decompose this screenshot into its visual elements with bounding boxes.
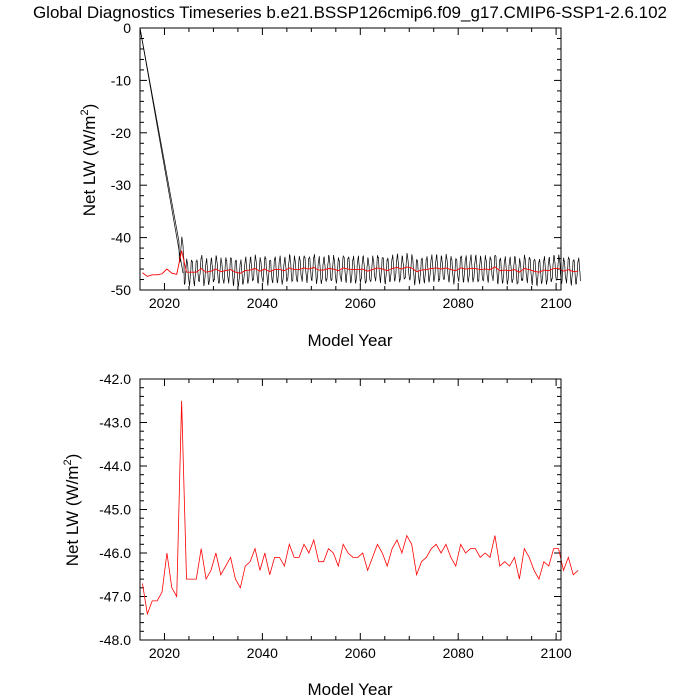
bottom-y-axis-label-sup: 2 — [62, 459, 74, 465]
top-x-tick-label: 2080 — [443, 295, 474, 311]
bottom-annual-mean-line — [142, 400, 579, 616]
top-y-axis-label-main: Net LW (W/m — [80, 116, 99, 217]
top-y-tick-label: -40 — [111, 230, 131, 246]
top-y-tick-label: -10 — [111, 72, 131, 88]
top-series-group — [139, 27, 581, 288]
top-spinup-line — [139, 27, 184, 274]
bottom-y-tick-label: -44.0 — [99, 458, 131, 474]
bottom-x-tick-label: 2020 — [149, 645, 180, 661]
bottom-y-tick-label: -48.0 — [99, 632, 131, 648]
top-y-tick-label: -20 — [111, 125, 131, 141]
bottom-x-axis-label: Model Year — [307, 680, 392, 699]
bottom-x-tick-label: 2100 — [541, 645, 572, 661]
bottom-x-tick-label: 2080 — [443, 645, 474, 661]
bottom-y-axis-label: Net LW (W/m2) — [62, 454, 82, 567]
top-x-tick-label: 2020 — [149, 295, 180, 311]
bottom-y-tick-label: -47.0 — [99, 589, 131, 605]
top-y-tick-label: 0 — [123, 20, 131, 36]
top-annual-mean-line — [142, 250, 579, 277]
top-monthly-line — [139, 27, 581, 288]
top-y-tick-label: -50 — [111, 282, 131, 298]
top-y-axis-label: Net LW (W/m2) — [79, 104, 99, 217]
top-panel: 2020 2040 2060 2080 2100 0 -10 -20 -30 -40 -50 Mod… — [79, 20, 581, 350]
top-y-tick-label: -30 — [111, 177, 131, 193]
bottom-y-tick-label: -45.0 — [99, 502, 131, 518]
bottom-axis-ticks — [139, 378, 561, 641]
figure-title: Global Diagnostics Timeseries b.e21.BSSP… — [33, 3, 667, 22]
top-y-axis-label-end: ) — [80, 104, 99, 110]
top-x-tick-label: 2060 — [345, 295, 376, 311]
bottom-y-tick-label: -42.0 — [99, 371, 131, 387]
top-x-tick-label: 2040 — [247, 295, 278, 311]
bottom-panel: 2020 2040 2060 2080 2100 -42.0 -43.0 -44.0 -45.0… — [62, 371, 579, 699]
bottom-x-tick-label: 2060 — [345, 645, 376, 661]
bottom-tick-labels: 2020 2040 2060 2080 2100 -42.0 -43.0 -44.0 -45.0… — [99, 371, 572, 661]
top-x-axis-label: Model Year — [307, 331, 392, 350]
top-x-tick-label: 2100 — [541, 295, 572, 311]
bottom-y-axis-label-main: Net LW (W/m — [63, 466, 82, 567]
bottom-series-group — [142, 400, 579, 616]
top-tick-labels: 2020 2040 2060 2080 2100 0 -10 -20 -30 -40 -50 — [111, 20, 572, 311]
top-y-axis-label-sup: 2 — [79, 109, 91, 115]
bottom-x-tick-label: 2040 — [247, 645, 278, 661]
bottom-plot-frame — [139, 378, 562, 641]
top-axis-ticks — [139, 27, 561, 291]
bottom-y-tick-label: -46.0 — [99, 545, 131, 561]
bottom-y-tick-label: -43.0 — [99, 415, 131, 431]
top-plot-frame — [139, 27, 562, 291]
bottom-y-axis-label-end: ) — [63, 454, 82, 460]
